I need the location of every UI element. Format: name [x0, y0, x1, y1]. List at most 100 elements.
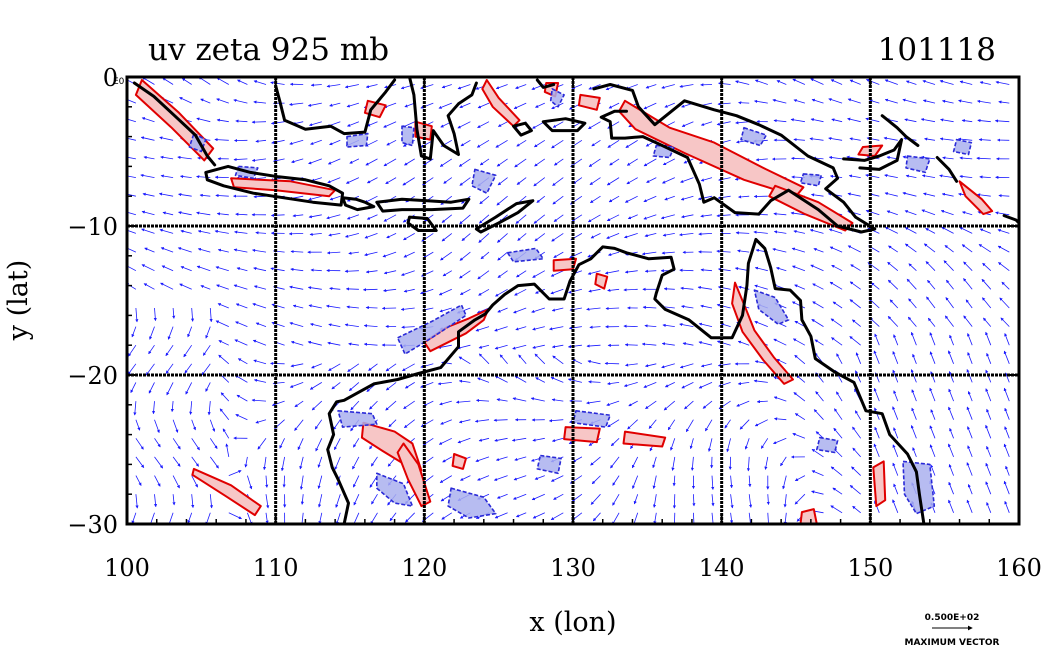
- wind-vector: [851, 466, 861, 476]
- wind-vector: [515, 84, 527, 89]
- wind-vector: [326, 251, 341, 255]
- wind-vector: [793, 230, 805, 234]
- wind-vector: [753, 379, 768, 383]
- wind-vector: [237, 79, 248, 85]
- wind-vector: [981, 278, 992, 290]
- wind-vector: [912, 447, 917, 458]
- plot-frame: [125, 75, 1021, 526]
- wind-vector: [889, 299, 899, 309]
- wind-vector: [365, 270, 378, 274]
- wind-vector: [475, 456, 490, 463]
- wind-vector: [870, 282, 880, 290]
- wind-vector: [945, 297, 954, 309]
- wind-vector: [773, 119, 787, 123]
- wind-vector: [792, 338, 806, 346]
- positive-vorticity-region: [768, 184, 854, 232]
- wind-vector: [700, 177, 713, 182]
- wind-vector: [607, 139, 620, 148]
- wind-vector: [479, 158, 490, 166]
- wind-vector: [311, 400, 323, 411]
- wind-vector: [978, 138, 991, 142]
- wind-vector: [290, 340, 304, 346]
- wind-vector: [737, 340, 750, 346]
- wind-vector: [386, 139, 397, 146]
- wind-vector: [661, 251, 675, 255]
- wind-vector: [383, 288, 397, 293]
- wind-vector: [309, 232, 322, 236]
- wind-vector: [478, 353, 490, 365]
- wind-vector: [652, 456, 657, 469]
- wind-vector: [181, 78, 192, 85]
- wind-vector: [865, 78, 880, 85]
- wind-vector: [551, 344, 564, 349]
- wind-vector: [347, 121, 360, 127]
- wind-vector: [907, 316, 917, 327]
- wind-vector: [717, 195, 731, 200]
- wind-vector: [496, 195, 508, 206]
- positive-vorticity-region: [799, 508, 818, 524]
- wind-vector: [366, 177, 378, 184]
- wind-vector: [700, 363, 713, 368]
- wind-vector: [773, 230, 787, 234]
- wind-vector: [849, 137, 861, 141]
- wind-vector: [810, 78, 824, 85]
- wind-vector: [310, 268, 322, 272]
- wind-vector: [209, 307, 213, 323]
- wind-vector: [644, 269, 657, 273]
- wind-vector: [591, 475, 601, 485]
- wind-vector: [386, 233, 397, 239]
- wind-vector: [967, 352, 973, 364]
- wind-vector: [791, 265, 806, 272]
- figure-date-code: 101118: [878, 32, 996, 68]
- wind-vector: [494, 512, 508, 519]
- wind-vector: [700, 268, 713, 272]
- wind-vector: [737, 381, 750, 386]
- y-axis-label: y (lat): [3, 260, 34, 342]
- reference-vector-magnitude: 0.500E+02: [925, 613, 980, 623]
- positive-vorticity-region: [731, 281, 794, 385]
- wind-vector: [976, 193, 991, 197]
- wind-vector: [165, 344, 174, 357]
- wind-vector: [588, 158, 601, 167]
- wind-vector: [1003, 480, 1010, 495]
- wind-vector: [326, 84, 341, 88]
- wind-vector: [892, 351, 899, 364]
- wind-vector: [217, 303, 229, 309]
- wind-vector: [589, 195, 601, 204]
- wind-vector: [228, 470, 242, 476]
- wind-vector: [948, 371, 954, 383]
- wind-vector: [536, 195, 546, 203]
- wind-vector: [514, 158, 527, 168]
- positive-vorticity-region: [872, 460, 887, 508]
- wind-vector: [590, 493, 601, 505]
- wind-vector: [383, 121, 397, 128]
- wind-vector: [887, 261, 899, 272]
- wind-vector: [154, 456, 164, 469]
- wind-vector: [641, 342, 657, 346]
- wind-vector: [189, 401, 193, 415]
- wind-vector: [535, 377, 545, 383]
- negative-vorticity-region: [396, 304, 467, 355]
- wind-vector: [700, 121, 713, 126]
- wind-vector: [279, 438, 285, 449]
- wind-vector: [679, 363, 694, 369]
- wind-vector: [420, 84, 434, 90]
- wind-vector: [327, 177, 341, 184]
- wind-vector: [127, 118, 137, 123]
- wind-vector: [927, 279, 936, 290]
- wind-vector: [317, 456, 323, 468]
- wind-vector: [830, 79, 843, 85]
- wind-vector: [661, 363, 675, 369]
- wind-vector: [532, 270, 545, 278]
- wind-vector: [776, 358, 787, 365]
- wind-vector: [586, 307, 601, 311]
- wind-vector: [939, 137, 954, 141]
- wind-vector: [550, 288, 564, 295]
- wind-vector: [1003, 443, 1010, 458]
- wind-vector: [902, 191, 917, 197]
- wind-vector: [738, 101, 750, 105]
- wind-vector: [982, 262, 992, 271]
- wind-vector: [644, 363, 657, 368]
- wind-vector: [884, 98, 898, 104]
- wind-vector: [318, 512, 323, 524]
